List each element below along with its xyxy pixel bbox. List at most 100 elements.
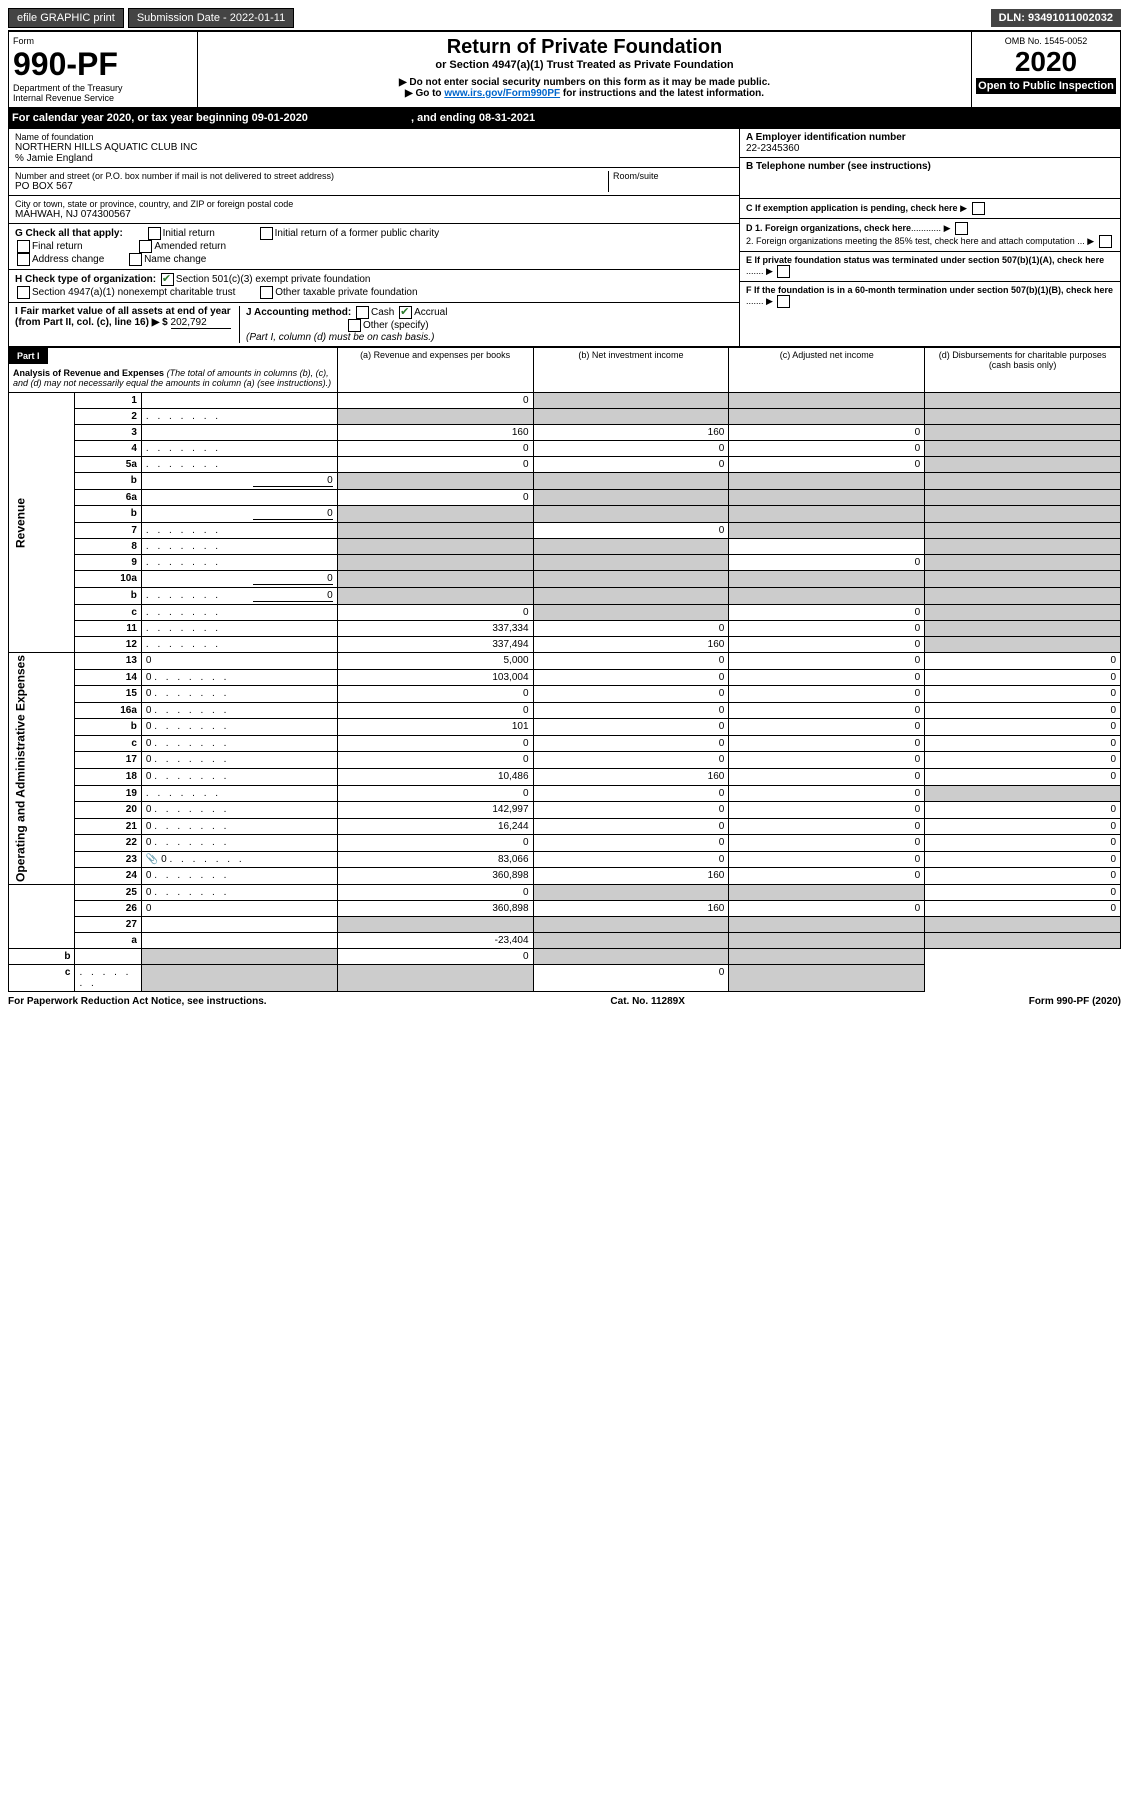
line-number: 24 bbox=[75, 868, 141, 885]
col-b-value: 0 bbox=[533, 457, 729, 473]
col-b-value: 0 bbox=[533, 719, 729, 736]
checkbox-name[interactable] bbox=[129, 253, 142, 266]
section-f: F If the foundation is in a 60-month ter… bbox=[740, 282, 1120, 311]
line-number: 26 bbox=[75, 900, 141, 916]
col-a-value: 337,334 bbox=[337, 621, 533, 637]
col-b-value: 0 bbox=[533, 818, 729, 835]
table-row: 12 . . . . . . .337,4941600 bbox=[9, 637, 1121, 653]
col-b-value: 0 bbox=[533, 752, 729, 769]
col-d-value bbox=[925, 490, 1121, 506]
checkbox-f[interactable] bbox=[777, 295, 790, 308]
col-d-value: 0 bbox=[925, 818, 1121, 835]
form-word: Form bbox=[13, 36, 193, 46]
line-number: 3 bbox=[75, 425, 141, 441]
attachment-icon[interactable]: 📎 bbox=[146, 854, 158, 865]
checkbox-address[interactable] bbox=[17, 253, 30, 266]
form-title: Return of Private Foundation bbox=[202, 36, 967, 59]
part1-title: Analysis of Revenue and Expenses bbox=[13, 368, 164, 378]
table-row: 220 . . . . . . .0000 bbox=[9, 835, 1121, 852]
col-a-value: 0 bbox=[337, 605, 533, 621]
line-number: 10a bbox=[75, 571, 141, 588]
line-number: 12 bbox=[75, 637, 141, 653]
col-b-value: 0 bbox=[533, 523, 729, 539]
col-d-value: 0 bbox=[925, 669, 1121, 686]
table-row: Revenue10 bbox=[9, 393, 1121, 409]
checkbox-d2[interactable] bbox=[1099, 235, 1112, 248]
col-c-value bbox=[729, 916, 925, 932]
col-c-value bbox=[729, 884, 925, 900]
col-b-value: 0 bbox=[533, 669, 729, 686]
checkbox-501c3[interactable] bbox=[161, 273, 174, 286]
col-d-value bbox=[925, 588, 1121, 605]
form990pf-link[interactable]: www.irs.gov/Form990PF bbox=[444, 88, 560, 99]
col-b-value: 160 bbox=[533, 637, 729, 653]
col-c-value: 0 bbox=[729, 768, 925, 785]
col-d-value: 0 bbox=[925, 851, 1121, 868]
col-c-value bbox=[729, 539, 925, 555]
checkbox-initial-public[interactable] bbox=[260, 227, 273, 240]
line-number: 5a bbox=[75, 457, 141, 473]
top-bar: efile GRAPHIC print Submission Date - 20… bbox=[8, 8, 1121, 28]
tax-year: 2020 bbox=[976, 46, 1116, 78]
checkbox-e[interactable] bbox=[777, 265, 790, 278]
table-row: 200 . . . . . . .142,997000 bbox=[9, 802, 1121, 819]
line-description: . . . . . . . bbox=[141, 457, 337, 473]
table-row: b . . . . . . . 0 bbox=[9, 588, 1121, 605]
col-b-value: 0 bbox=[533, 785, 729, 802]
col-b-value bbox=[337, 964, 533, 991]
table-row: a-23,404 bbox=[9, 932, 1121, 948]
col-c-value: 0 bbox=[729, 719, 925, 736]
col-b-value bbox=[533, 506, 729, 523]
checkbox-cash[interactable] bbox=[356, 306, 369, 319]
ein-value: 22-2345360 bbox=[746, 143, 799, 154]
col-a-value: 16,244 bbox=[337, 818, 533, 835]
care-of: % Jamie England bbox=[15, 153, 733, 164]
name-label: Name of foundation bbox=[15, 132, 733, 142]
room-label: Room/suite bbox=[613, 171, 733, 181]
checkbox-4947[interactable] bbox=[17, 286, 30, 299]
line-number: c bbox=[75, 605, 141, 621]
checkbox-other-tax[interactable] bbox=[260, 286, 273, 299]
line-number: 4 bbox=[75, 441, 141, 457]
efile-button[interactable]: efile GRAPHIC print bbox=[8, 8, 124, 28]
form-header: Form 990-PF Department of the Treasury I… bbox=[8, 30, 1121, 108]
table-row: 27 bbox=[9, 916, 1121, 932]
col-b-value: 0 bbox=[533, 621, 729, 637]
checkbox-accrual[interactable] bbox=[399, 306, 412, 319]
checkbox-final[interactable] bbox=[17, 240, 30, 253]
street-address: PO BOX 567 bbox=[15, 181, 608, 192]
checkbox-initial[interactable] bbox=[148, 227, 161, 240]
line-description bbox=[141, 425, 337, 441]
table-row: c0 . . . . . . .0000 bbox=[9, 735, 1121, 752]
line-description: 0 . . . . . . . bbox=[141, 702, 337, 719]
line-description: . . . . . . . bbox=[141, 539, 337, 555]
line-description: 0 . . . . . . . bbox=[141, 719, 337, 736]
table-row: 260360,89816000 bbox=[9, 900, 1121, 916]
col-c-value: 0 bbox=[729, 818, 925, 835]
checkbox-other-acct[interactable] bbox=[348, 319, 361, 332]
col-c-value: 0 bbox=[729, 457, 925, 473]
col-c-value: 0 bbox=[729, 868, 925, 885]
table-row: c . . . . . . .00 bbox=[9, 605, 1121, 621]
checkbox-d1[interactable] bbox=[955, 222, 968, 235]
col-d-value: 0 bbox=[925, 719, 1121, 736]
calendar-year-row: For calendar year 2020, or tax year begi… bbox=[8, 108, 1121, 128]
col-c-value bbox=[533, 948, 729, 964]
col-c-value bbox=[729, 506, 925, 523]
line-description: 0 . . . . . . . bbox=[141, 768, 337, 785]
col-c-value bbox=[729, 490, 925, 506]
checkbox-amended[interactable] bbox=[139, 240, 152, 253]
col-c-header: (c) Adjusted net income bbox=[729, 348, 925, 393]
checkbox-c[interactable] bbox=[972, 202, 985, 215]
col-b-value: 0 bbox=[533, 686, 729, 703]
line-number: 15 bbox=[75, 686, 141, 703]
line-number: 20 bbox=[75, 802, 141, 819]
col-d-value bbox=[925, 605, 1121, 621]
col-d-value: 0 bbox=[925, 768, 1121, 785]
col-d-value: 0 bbox=[925, 868, 1121, 885]
open-public: Open to Public Inspection bbox=[976, 78, 1116, 94]
col-a-value bbox=[337, 506, 533, 523]
line-description: . . . . . . . bbox=[141, 555, 337, 571]
table-row: 250 . . . . . . .00 bbox=[9, 884, 1121, 900]
submission-date: Submission Date - 2022-01-11 bbox=[128, 8, 294, 28]
